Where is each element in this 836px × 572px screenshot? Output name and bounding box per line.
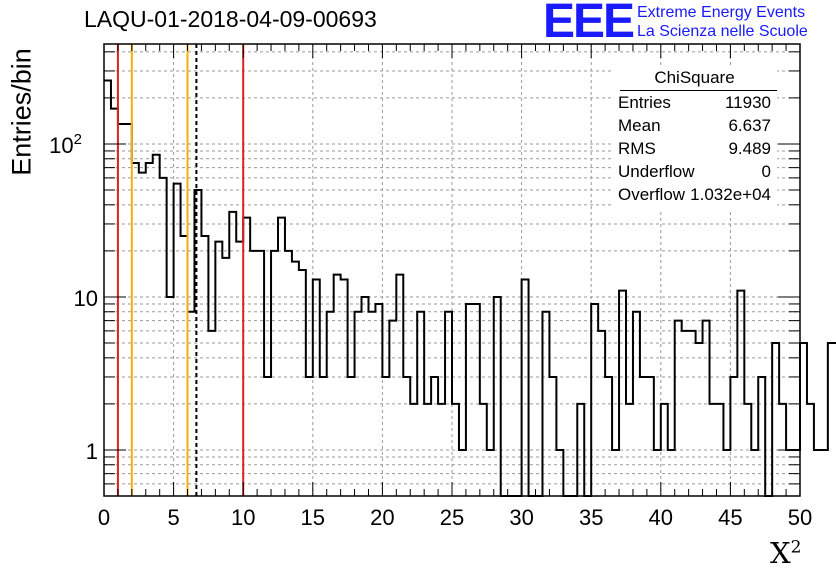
y-tick-label: 102 <box>49 131 82 158</box>
stats-label: Underflow <box>618 162 695 181</box>
x-tick-label: 35 <box>579 505 603 530</box>
logo-line-1: Extreme Energy Events <box>637 4 806 21</box>
stats-value: 9.489 <box>728 139 771 158</box>
stats-label: Overflow <box>618 185 686 204</box>
x-tick-label: 0 <box>98 505 110 530</box>
x-tick-label: 50 <box>788 505 812 530</box>
stats-divider <box>620 90 777 91</box>
stats-row-mean: Mean 6.637 <box>618 116 771 138</box>
x-tick-label: 30 <box>509 505 533 530</box>
x-tick-label: 45 <box>718 505 742 530</box>
stats-row-underflow: Underflow 0 <box>618 162 771 184</box>
histogram-bars <box>104 79 836 497</box>
y-tick-label: 1 <box>86 439 98 464</box>
stats-value: 11930 <box>724 93 771 112</box>
stats-value: 6.637 <box>728 116 771 135</box>
y-axis-label: Entries/bin <box>6 48 37 176</box>
x-tick-label: 25 <box>440 505 464 530</box>
histogram-outline <box>104 79 836 497</box>
axis-ticks <box>103 44 801 497</box>
stats-row-rms: RMS 9.489 <box>618 139 771 161</box>
eee-logo: EEE <box>543 0 635 48</box>
stats-row-entries: Entries 11930 <box>618 93 771 115</box>
chart-title: LAQU-01-2018-04-09-00693 <box>84 6 377 32</box>
stats-label: Mean <box>618 116 661 135</box>
stats-label: Entries <box>618 93 671 112</box>
x-axis-label-sup: 2 <box>790 537 802 558</box>
x-axis-label-text: X <box>770 536 791 570</box>
x-tick-label: 15 <box>301 505 325 530</box>
x-tick-label: 10 <box>231 505 255 530</box>
logo-line-2: La Scienza nelle Scuole <box>637 23 808 40</box>
x-tick-label: 5 <box>167 505 179 530</box>
stats-box: ChiSquare Entries 11930 Mean 6.637 RMS 9… <box>612 65 777 211</box>
stats-label: RMS <box>618 139 656 158</box>
stats-title: ChiSquare <box>654 68 735 87</box>
x-tick-label: 40 <box>649 505 673 530</box>
marker-lines <box>116 44 245 496</box>
x-axis-label: X2 <box>770 536 801 570</box>
stats-value: 1.032e+04 <box>690 185 771 204</box>
y-tick-label-sup: 2 <box>74 131 82 148</box>
x-tick-label: 20 <box>370 505 394 530</box>
stats-row-overflow: Overflow 1.032e+04 <box>618 185 771 207</box>
stats-value: 0 <box>761 162 771 181</box>
y-tick-label: 10 <box>74 286 98 311</box>
